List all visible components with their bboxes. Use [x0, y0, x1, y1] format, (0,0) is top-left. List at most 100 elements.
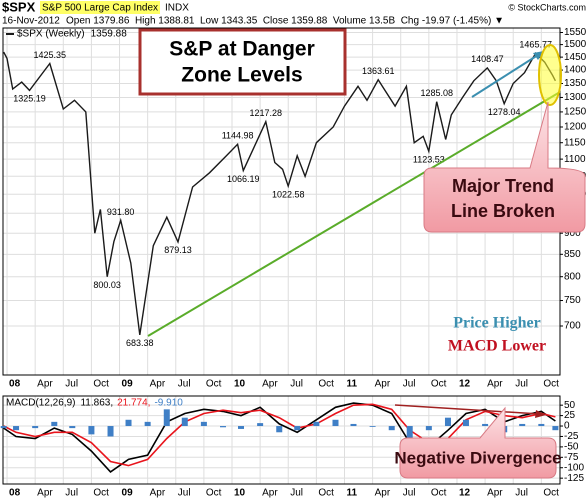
- y-tick-label: 1350: [564, 78, 587, 89]
- date: 16-Nov-2012: [2, 16, 60, 27]
- histogram-bar: [238, 426, 245, 429]
- histogram-bar: [538, 423, 545, 427]
- x-tick-label: Apr: [262, 488, 278, 498]
- legend-name: MACD(12,26,9): [6, 398, 75, 409]
- y-tick-label: 1550: [564, 27, 587, 38]
- point-label: 1144.98: [222, 131, 254, 141]
- quote: Open 1379.86 High 1388.81 Low 1343.35 Cl…: [66, 16, 504, 27]
- histogram-bar: [425, 426, 432, 431]
- arrow-head: [535, 410, 546, 418]
- x-tick-label: Jul: [515, 379, 528, 390]
- histogram-bar: [144, 421, 151, 427]
- x-tick-label: Jul: [65, 379, 78, 390]
- x-tick-label: 12: [459, 488, 471, 498]
- series-line: [3, 402, 556, 473]
- x-tick-label: 09: [122, 379, 134, 390]
- histogram-bar: [519, 423, 526, 427]
- macd-note: MACD Lower: [448, 338, 546, 355]
- point-label: 683.38: [126, 338, 154, 348]
- histogram-bar: [482, 423, 489, 427]
- highlight-ellipse: [538, 44, 562, 106]
- index-name: S&P 500 Large Cap Index: [42, 3, 158, 14]
- legend-value: 11.863,: [80, 398, 113, 409]
- x-tick-label: 12: [459, 379, 471, 390]
- x-tick-label: 10: [234, 379, 246, 390]
- price-note: Price Higher: [453, 315, 541, 332]
- x-tick-label: Jul: [403, 379, 416, 390]
- callout-text: Line Broken: [451, 201, 555, 221]
- x-tick-label: Apr: [375, 488, 391, 498]
- point-label: 1066.19: [227, 174, 260, 184]
- trend-line: [147, 91, 561, 337]
- x-tick-label: Oct: [318, 379, 334, 390]
- histogram-bar: [257, 423, 264, 427]
- x-tick-label: 11: [346, 379, 357, 390]
- x-tick-label: 08: [9, 379, 21, 390]
- point-label: 1425.35: [34, 50, 67, 60]
- histogram-bar: [88, 426, 95, 435]
- series-line: [3, 51, 557, 336]
- x-tick-label: Apr: [37, 379, 53, 390]
- point-label: 1408.47: [471, 54, 504, 64]
- x-tick-label: Jul: [65, 488, 78, 498]
- x-tick-label: Jul: [290, 379, 303, 390]
- headline: Zone Levels: [181, 64, 302, 87]
- x-tick-label: 08: [9, 488, 21, 498]
- x-tick-label: Oct: [543, 488, 559, 498]
- callout-text: Negative Divergence: [394, 448, 561, 467]
- y-tick-label: -125: [564, 473, 584, 484]
- x-tick-label: Oct: [318, 488, 334, 498]
- higher-arrow: [471, 54, 539, 98]
- legend-value: 21.774,: [117, 398, 150, 409]
- name-highlight: [40, 1, 160, 14]
- histogram-bar: [69, 426, 76, 429]
- x-tick-label: Oct: [206, 488, 222, 498]
- x-tick-label: Apr: [375, 379, 391, 390]
- histogram-bar: [200, 421, 207, 427]
- histogram-bar: [444, 417, 451, 427]
- callout-box: [423, 101, 586, 233]
- x-tick-label: Apr: [150, 379, 166, 390]
- y-tick-label: 700: [564, 321, 581, 332]
- y-tick-label: 1250: [564, 107, 587, 118]
- x-tick-label: Oct: [206, 379, 222, 390]
- y-tick-label: 1450: [564, 52, 587, 63]
- histogram-bar: [462, 419, 469, 427]
- histogram-bar: [313, 421, 320, 427]
- callout-text: Major Trend: [452, 176, 554, 196]
- y-tick-label: 750: [564, 295, 581, 306]
- x-tick-label: Apr: [150, 488, 166, 498]
- y-tick-label: 0: [564, 421, 570, 432]
- x-tick-label: Oct: [543, 379, 559, 390]
- x-tick-label: Oct: [93, 379, 109, 390]
- histogram-bar: [388, 426, 395, 431]
- x-tick-label: Jul: [515, 488, 528, 498]
- histogram-bar: [552, 426, 559, 431]
- histogram-bar: [406, 426, 413, 439]
- legend-value: -9.910: [154, 398, 183, 409]
- histogram-bar: [276, 426, 283, 433]
- legend-name: $SPX (Weekly): [17, 29, 85, 40]
- histogram-bar: [32, 426, 39, 429]
- symbol: $SPX: [2, 0, 36, 14]
- y-tick-label: 800: [564, 271, 581, 282]
- histogram-bar: [294, 426, 301, 431]
- point-label: 1325.19: [13, 94, 46, 104]
- y-tick-label: 1300: [564, 92, 587, 103]
- histogram-bar: [13, 426, 20, 431]
- y-tick-label: 1150: [564, 137, 586, 148]
- histogram-bar: [220, 426, 227, 428]
- point-label: 800.03: [93, 280, 121, 290]
- x-tick-label: Oct: [431, 488, 447, 498]
- point-label: 1465.77: [519, 40, 552, 50]
- histogram-bar: [0, 426, 7, 429]
- histogram-bar: [181, 417, 188, 427]
- x-tick-label: Jul: [178, 379, 191, 390]
- x-tick-label: 11: [346, 488, 357, 498]
- y-tick-label: 1200: [564, 122, 587, 133]
- headline-box: [138, 28, 347, 96]
- y-tick-label: 1100: [564, 154, 586, 165]
- annotations: S&P at Danger Zone Levels Major Trend Li…: [138, 28, 586, 479]
- point-label: 1022.58: [272, 189, 305, 199]
